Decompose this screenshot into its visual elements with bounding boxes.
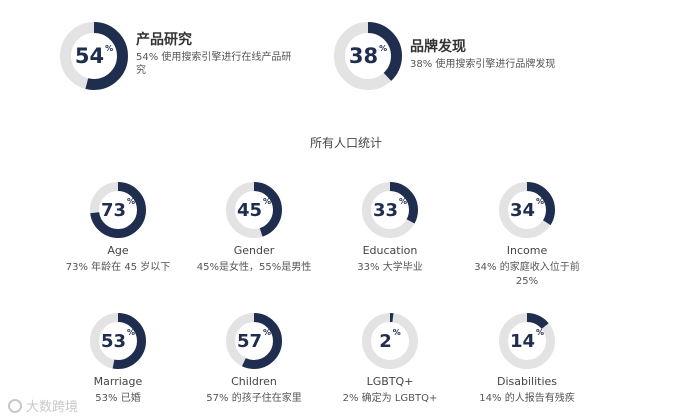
- donut-education: 33%: [362, 182, 418, 238]
- stat-desc-children: 57% 的孩子住在家里: [206, 393, 302, 404]
- stat-desc-income: 34% 的家庭收入位于前 25%: [474, 262, 580, 287]
- stat-desc-disabilities: 14% 的人报告有残疾: [479, 393, 575, 404]
- percent-sign: %: [392, 328, 401, 337]
- percent-sign: %: [127, 328, 136, 337]
- donut-brand-discovery: 38%: [334, 22, 402, 90]
- percent-sign: %: [536, 197, 545, 206]
- stat-desc-education: 33% 大学毕业: [357, 262, 423, 273]
- brand-discovery-desc: 38% 使用搜索引擎进行品牌发现: [410, 59, 556, 70]
- product-research-desc: 54% 使用搜索引擎进行在线产品研 究: [136, 52, 292, 76]
- stat-label-gender: Gender: [233, 244, 275, 257]
- stat-label-marriage: Marriage: [93, 375, 143, 388]
- stat-label-children: Children: [231, 375, 277, 388]
- product-research-title: 产品研究: [136, 32, 192, 48]
- section-title: 所有人口统计: [309, 136, 382, 150]
- donut-percent-value: 54: [74, 44, 105, 68]
- watermark-logo-icon: [8, 398, 22, 413]
- donut-arc: [362, 313, 418, 369]
- donut-arc: [60, 22, 128, 90]
- stat-desc-marriage: 53% 已婚: [95, 393, 141, 404]
- donut-percent-value: 34: [509, 199, 536, 221]
- watermark-text: 大数跨境: [26, 400, 79, 415]
- percent-sign: %: [399, 197, 408, 206]
- donut-gender: 45%: [226, 182, 282, 238]
- donut-arc: [362, 182, 418, 238]
- donut-percent-value: 2: [379, 330, 392, 352]
- donut-percent-value: 73: [100, 199, 127, 221]
- donut-disabilities: 14%: [499, 313, 555, 369]
- donut-income: 34%: [499, 182, 555, 238]
- stat-desc-gender: 45%是女性，55%是男性: [196, 262, 312, 273]
- donut-arc: [226, 313, 282, 369]
- donut-percent-value: 38: [348, 44, 379, 68]
- stat-label-income: Income: [506, 244, 548, 257]
- donut-percent-value: 14: [509, 330, 536, 352]
- percent-sign: %: [379, 44, 388, 53]
- stat-label-lgbtq: LGBTQ+: [366, 375, 414, 388]
- donut-lgbtq: 2%: [362, 313, 418, 369]
- percent-sign: %: [536, 328, 545, 337]
- percent-sign: %: [263, 197, 272, 206]
- percent-sign: %: [263, 328, 272, 337]
- donut-children: 57%: [226, 313, 282, 369]
- product-research-text: 产品研究 54% 使用搜索引擎进行在线产品研 究: [136, 31, 316, 77]
- donut-arc: [499, 182, 555, 238]
- donut-arc: [499, 313, 555, 369]
- donut-arc: [90, 182, 146, 238]
- donut-product-research: 54%: [60, 22, 128, 90]
- watermark: 大数跨境: [8, 396, 78, 415]
- donut-percent-value: 33: [372, 199, 399, 221]
- donut-age: 73%: [90, 182, 146, 238]
- donut-percent-value: 53: [100, 330, 127, 352]
- donut-arc: [334, 22, 402, 90]
- donut-percent-value: 57: [236, 330, 263, 352]
- donut-marriage: 53%: [90, 313, 146, 369]
- donut-arc: [226, 182, 282, 238]
- donut-arc: [90, 313, 146, 369]
- stat-label-education: Education: [362, 244, 418, 257]
- percent-sign: %: [105, 44, 114, 53]
- brand-discovery-text: 品牌发现 38% 使用搜索引擎进行品牌发现: [410, 38, 610, 71]
- stat-label-disabilities: Disabilities: [496, 375, 558, 388]
- stat-desc-lgbtq: 2% 确定为 LGBTQ+: [342, 393, 438, 404]
- stat-desc-age: 73% 年龄在 45 岁以下: [65, 262, 171, 273]
- percent-sign: %: [127, 197, 136, 206]
- brand-discovery-title: 品牌发现: [410, 39, 466, 55]
- donut-percent-value: 45: [236, 199, 263, 221]
- stat-label-age: Age: [107, 244, 129, 257]
